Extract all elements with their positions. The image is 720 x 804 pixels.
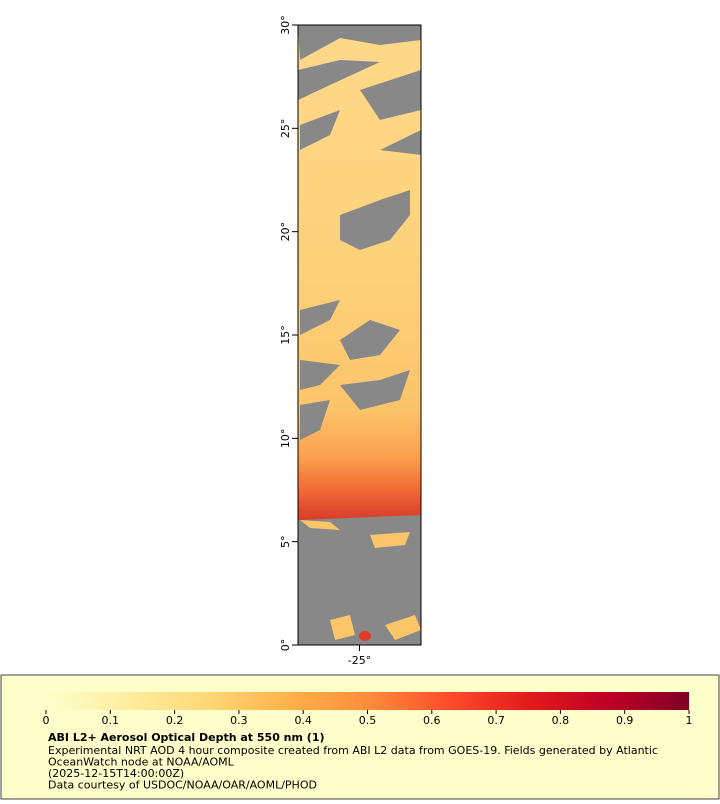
colorbar-tick-label: 0.7 [487, 714, 505, 727]
legend-line: Experimental NRT AOD 4 hour composite cr… [48, 744, 658, 757]
lat-tick-label: 15° [279, 325, 292, 345]
lon-tick-label: -25° [348, 654, 371, 667]
lat-tick-label: 30° [279, 15, 292, 35]
legend-line: OceanWatch node at NOAA/AOML [48, 756, 235, 769]
colorbar-tick-label: 0.3 [230, 714, 248, 727]
lat-tick-label: 5° [279, 535, 292, 548]
colorbar-tick-label: 0.2 [166, 714, 184, 727]
legend-title: ABI L2+ Aerosol Optical Depth at 550 nm … [48, 731, 325, 744]
colorbar-tick-label: 1 [686, 714, 693, 727]
lat-tick-label: 0° [279, 639, 292, 652]
lat-tick-label: 20° [279, 222, 292, 242]
colorbar-tick-label: 0.4 [294, 714, 312, 727]
lat-tick-label: 10° [279, 429, 292, 449]
lat-tick-label: 25° [279, 119, 292, 139]
legend-line: (2025-12-15T14:00:00Z) [48, 767, 184, 780]
colorbar-tick-label: 0.5 [359, 714, 377, 727]
colorbar-tick-label: 0.1 [102, 714, 120, 727]
colorbar-tick-label: 0.8 [552, 714, 570, 727]
aod-raster [298, 25, 421, 645]
colorbar-tick-label: 0.9 [616, 714, 634, 727]
colorbar-tick-label: 0.6 [423, 714, 441, 727]
legend-line: Data courtesy of USDOC/NOAA/OAR/AOML/PHO… [48, 779, 317, 792]
colorbar [46, 692, 689, 710]
colorbar-tick-label: 0 [43, 714, 50, 727]
